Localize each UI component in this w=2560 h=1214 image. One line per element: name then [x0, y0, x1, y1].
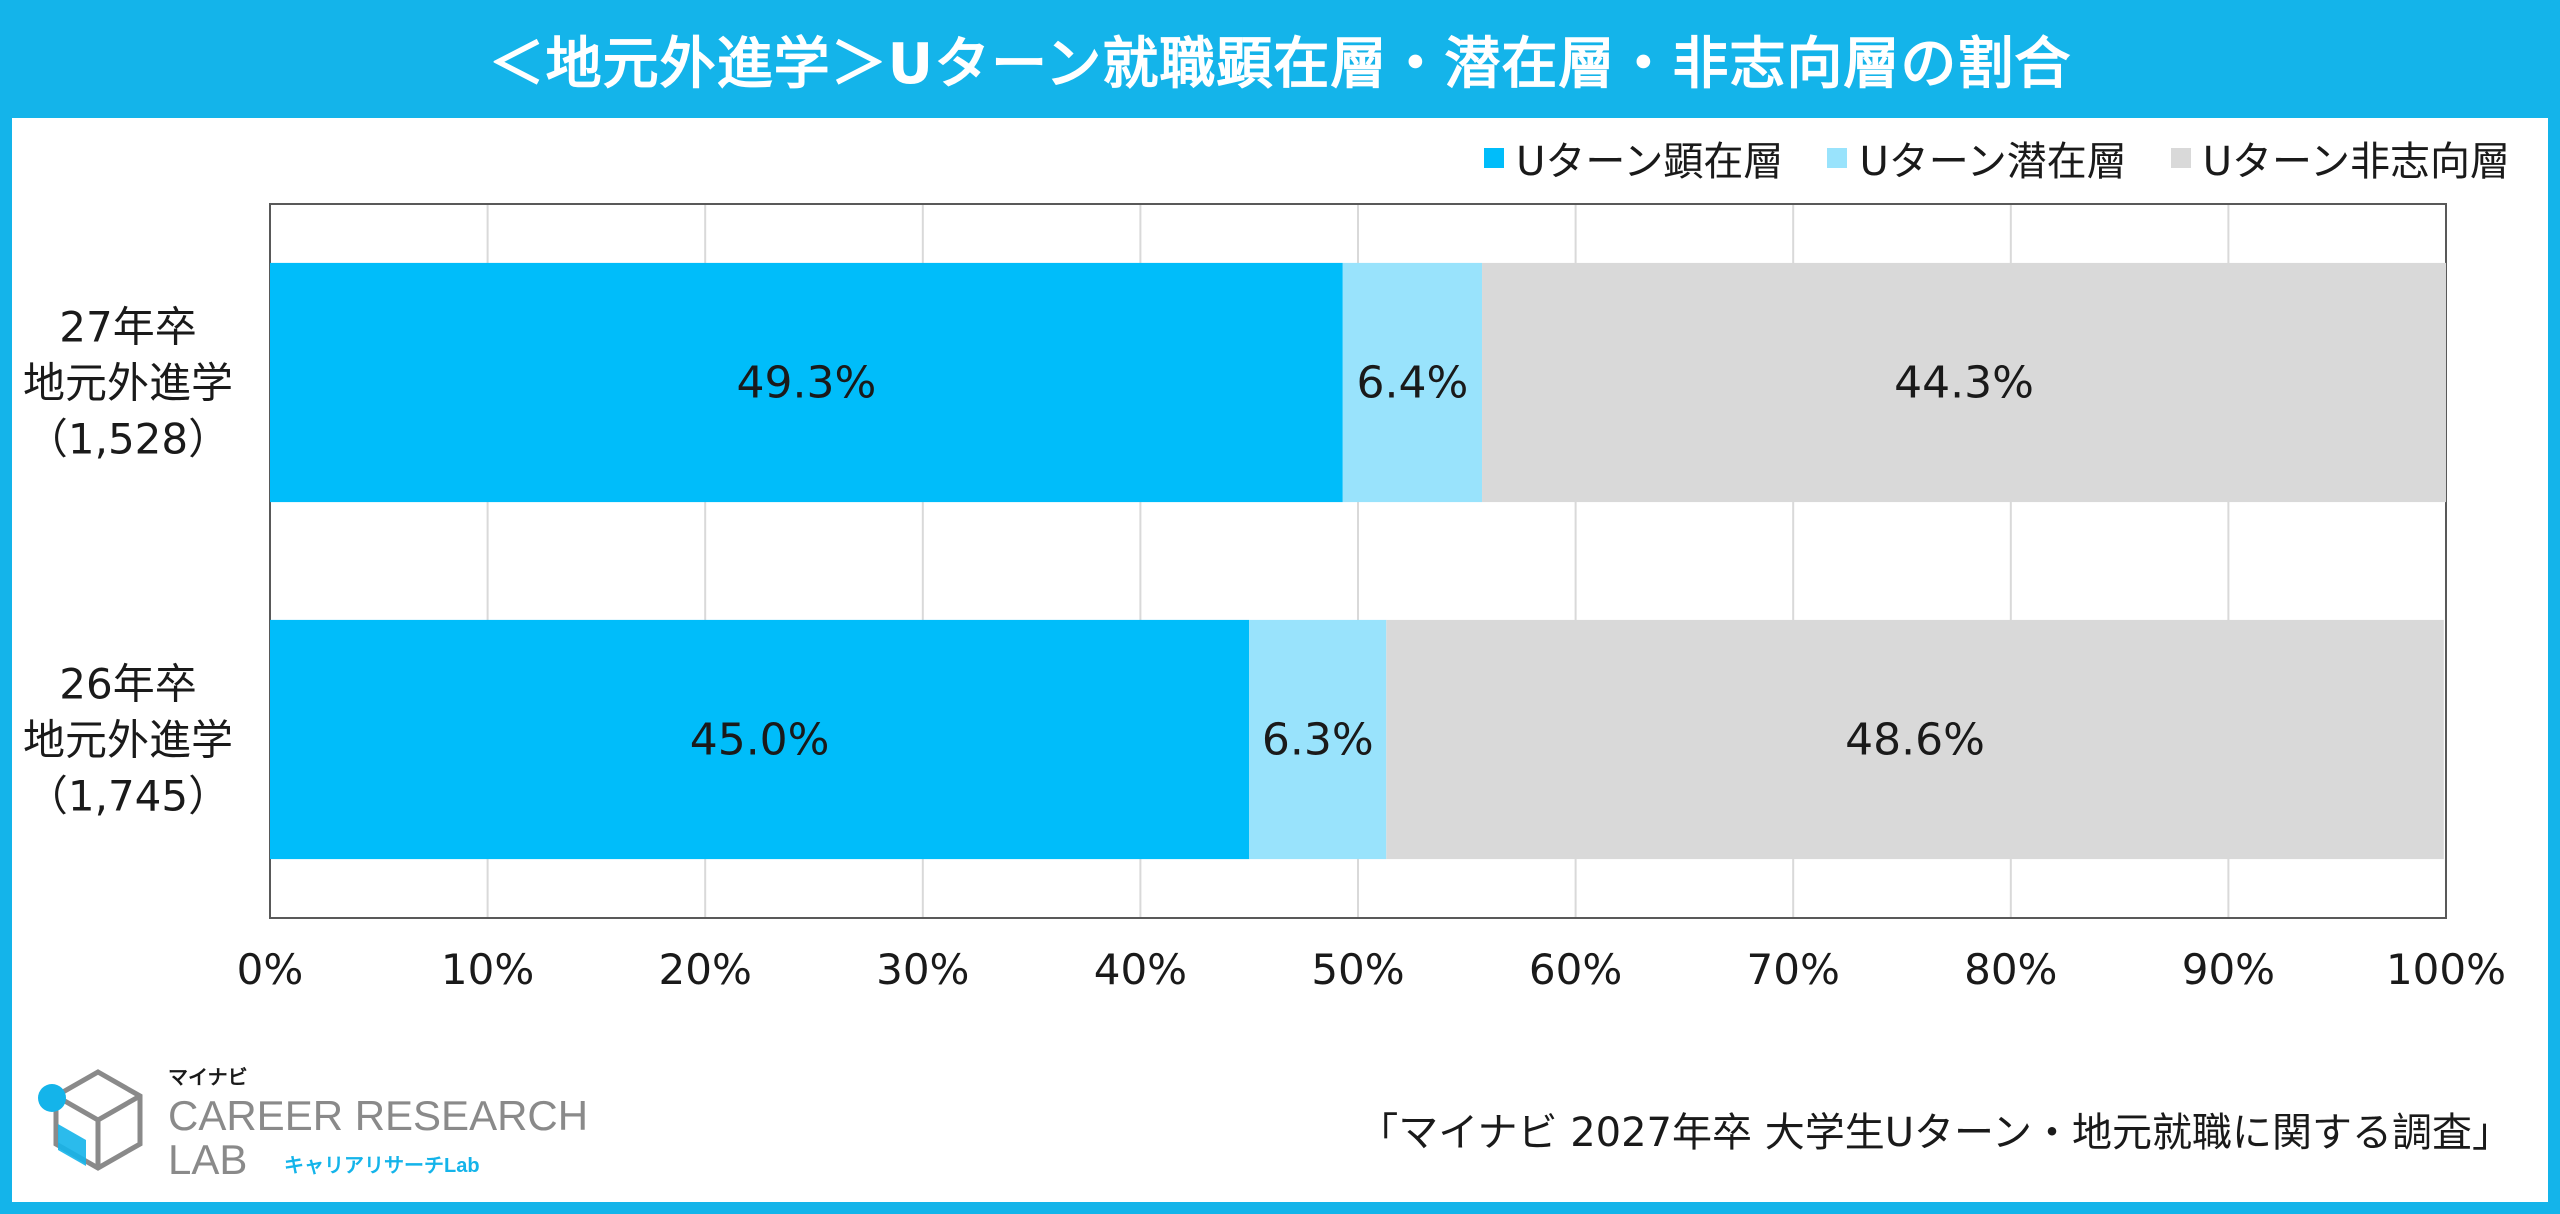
- x-tick-label: 70%: [1747, 945, 1840, 994]
- legend-swatch-senzai: [1827, 148, 1848, 168]
- legend-label-senzai: Uターン潜在層: [1859, 139, 2127, 185]
- category-label: 地元外進学: [23, 359, 233, 408]
- legend-item-senzai: Uターン潜在層: [1827, 129, 2127, 187]
- bar-segment: [270, 619, 1250, 860]
- x-tick-label: 40%: [1094, 945, 1187, 994]
- x-tick-label: 50%: [1311, 945, 1404, 994]
- legend: Uターン顕在層 Uターン潜在層 Uターン非志向層: [1484, 128, 2510, 188]
- legend-swatch-kenzai: [1484, 148, 1505, 168]
- bar-segment: [1249, 619, 1387, 860]
- plot-area-border: [269, 203, 2447, 919]
- category-label: 27年卒: [59, 303, 196, 352]
- category-label: （1,528）: [26, 415, 230, 464]
- x-tick-label: 90%: [2182, 945, 2275, 994]
- category-label: 26年卒: [59, 660, 196, 709]
- category-label: 地元外進学: [23, 716, 233, 765]
- x-tick-label: 10%: [441, 945, 534, 994]
- legend-label-kenzai: Uターン顕在層: [1516, 139, 1784, 185]
- category-label: （1,745）: [26, 772, 230, 821]
- data-label: 49.3%: [736, 358, 876, 409]
- x-tick-label: 0%: [237, 945, 304, 994]
- career-research-lab-logo: マイナビ CAREER RESEARCH LAB キャリアリサーチLab: [38, 1066, 588, 1183]
- x-tick-label: 60%: [1529, 945, 1622, 994]
- logo-line2: LAB: [168, 1136, 247, 1183]
- logo-line1: CAREER RESEARCH: [168, 1092, 588, 1139]
- bar-segment: [1386, 619, 2444, 860]
- chart-title: ＜地元外進学＞Uターン就職顕在層・潜在層・非志向層の割合: [488, 31, 2072, 97]
- legend-label-hishikou: Uターン非志向層: [2202, 139, 2510, 185]
- bar-segment: [1342, 262, 1483, 503]
- logo-brand-jp: マイナビ: [168, 1066, 248, 1089]
- data-label: 45.0%: [690, 715, 830, 766]
- logo-sub: キャリアリサーチLab: [284, 1155, 480, 1177]
- bar-segment: [1482, 262, 2446, 503]
- bar-segment: [270, 262, 1343, 503]
- legend-item-kenzai: Uターン顕在層: [1484, 129, 1783, 187]
- data-label: 6.3%: [1262, 715, 1374, 766]
- data-label: 44.3%: [1894, 358, 2034, 409]
- cube-icon: [38, 1069, 143, 1171]
- data-label: 6.4%: [1357, 358, 1469, 409]
- x-tick-label: 80%: [1964, 945, 2057, 994]
- data-label: 48.6%: [1845, 715, 1985, 766]
- x-tick-label: 30%: [876, 945, 969, 994]
- x-tick-label: 20%: [659, 945, 752, 994]
- legend-item-hishikou: Uターン非志向層: [2170, 129, 2510, 187]
- source-note: 「マイナビ 2027年卒 大学生Uターン・地元就職に関する調査」: [1358, 1110, 2513, 1156]
- x-tick-label: 100%: [2386, 945, 2506, 994]
- legend-swatch-hishikou: [2170, 148, 2191, 168]
